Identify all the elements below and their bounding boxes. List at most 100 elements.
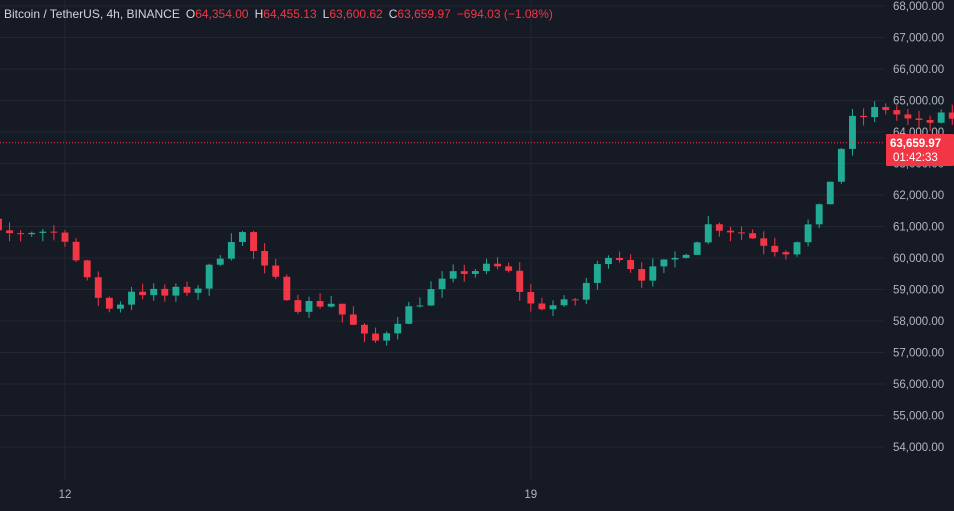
candle-up	[483, 258, 490, 275]
time-axis[interactable]: 121926Sep91623	[59, 489, 954, 501]
candle-down	[904, 108, 912, 125]
candle-down	[771, 237, 779, 257]
candle-up	[849, 109, 856, 156]
candle-down	[294, 294, 302, 314]
candle-up	[693, 241, 701, 255]
candle-body	[605, 257, 612, 265]
candle-up	[327, 295, 335, 308]
candle-body	[660, 259, 668, 267]
candle-body	[715, 224, 723, 231]
candle-down	[94, 271, 102, 307]
candle-body	[649, 266, 657, 281]
candle-down	[715, 222, 723, 237]
candle-up	[427, 281, 435, 306]
last-price-tag-box	[886, 134, 954, 166]
candle-up	[793, 241, 801, 257]
candle-down	[926, 115, 934, 132]
candle-up	[150, 283, 158, 301]
candle-body	[183, 286, 191, 293]
candle-body	[216, 258, 224, 265]
candle-body	[682, 254, 690, 258]
price-tick-label: 62,000.00	[893, 190, 944, 202]
candle-down	[349, 306, 357, 325]
candle-down	[516, 262, 524, 301]
candle-body	[704, 224, 712, 243]
candle-down	[915, 111, 923, 129]
last-price-label: 63,659.97	[890, 138, 941, 150]
candle-down	[50, 225, 58, 241]
candle-body	[693, 242, 701, 255]
candle-body	[427, 289, 435, 306]
candle-down	[0, 218, 2, 231]
high-label: H	[254, 7, 264, 21]
candle-up	[605, 255, 612, 269]
price-tick-label: 55,000.00	[893, 411, 944, 423]
candle-body	[161, 288, 169, 296]
candle-body	[760, 238, 768, 246]
candle-down	[338, 303, 346, 323]
price-tick-label: 60,000.00	[893, 253, 944, 265]
candle-body	[272, 265, 280, 277]
price-axis[interactable]: 54,000.00 55,000.00 56,000.00 57,000.00 58,0…	[893, 1, 944, 454]
bar-countdown-label: 01:42:33	[893, 152, 938, 164]
candle-down	[538, 297, 546, 311]
candle-down	[361, 323, 368, 343]
candle-down	[505, 262, 513, 273]
candle-down	[948, 104, 954, 125]
candle-down	[17, 230, 25, 242]
candle-body	[849, 115, 856, 149]
candle-down	[105, 296, 113, 313]
open-value: 64,354.00	[195, 7, 249, 21]
candle-down	[727, 226, 734, 242]
candle-up	[394, 316, 402, 340]
candle-body	[61, 232, 69, 242]
candle-body	[394, 323, 402, 334]
price-tick-label: 57,000.00	[893, 348, 944, 360]
symbol-title[interactable]: Bitcoin / TetherUS, 4h, BINANCE	[4, 7, 180, 21]
candle-up	[560, 295, 568, 307]
candle-up	[671, 251, 679, 268]
candle-up	[305, 296, 313, 318]
candle-body	[460, 271, 468, 274]
candle-down	[882, 103, 890, 115]
candle-down	[527, 284, 535, 312]
candle-body	[172, 286, 180, 296]
candle-up	[582, 277, 590, 305]
candle-body	[804, 224, 812, 243]
candle-body	[937, 112, 945, 123]
price-tick-label: 67,000.00	[893, 33, 944, 45]
candle-body	[405, 306, 413, 324]
change-value: −694.03 (−1.08%)	[456, 7, 553, 21]
candle-up	[549, 300, 557, 317]
candle-body	[494, 263, 501, 267]
time-tick-label: 12	[59, 489, 72, 501]
candle-body	[560, 299, 568, 306]
candle-body	[261, 250, 269, 266]
candle-body	[361, 324, 368, 334]
price-tick-label: 54,000.00	[893, 442, 944, 454]
candle-down	[749, 229, 757, 239]
candle-body	[627, 260, 635, 270]
candle-body	[638, 269, 646, 281]
candle-down	[261, 243, 269, 274]
candle-down	[860, 108, 867, 126]
candle-down	[250, 230, 257, 260]
candle-up	[405, 301, 413, 325]
candle-body	[483, 263, 490, 272]
candle-up	[660, 259, 668, 274]
candle-body	[815, 204, 823, 225]
candle-body	[349, 314, 357, 325]
candle-body	[150, 288, 158, 296]
candle-body	[105, 297, 113, 309]
candle-down	[627, 254, 635, 273]
candle-down	[372, 327, 379, 343]
candle-body	[449, 271, 457, 279]
candle-down	[893, 105, 901, 121]
candle-up	[216, 255, 224, 267]
candle-body	[593, 264, 601, 283]
candles	[0, 101, 954, 346]
candle-body	[239, 232, 246, 243]
low-value: 63,600.62	[329, 7, 383, 21]
